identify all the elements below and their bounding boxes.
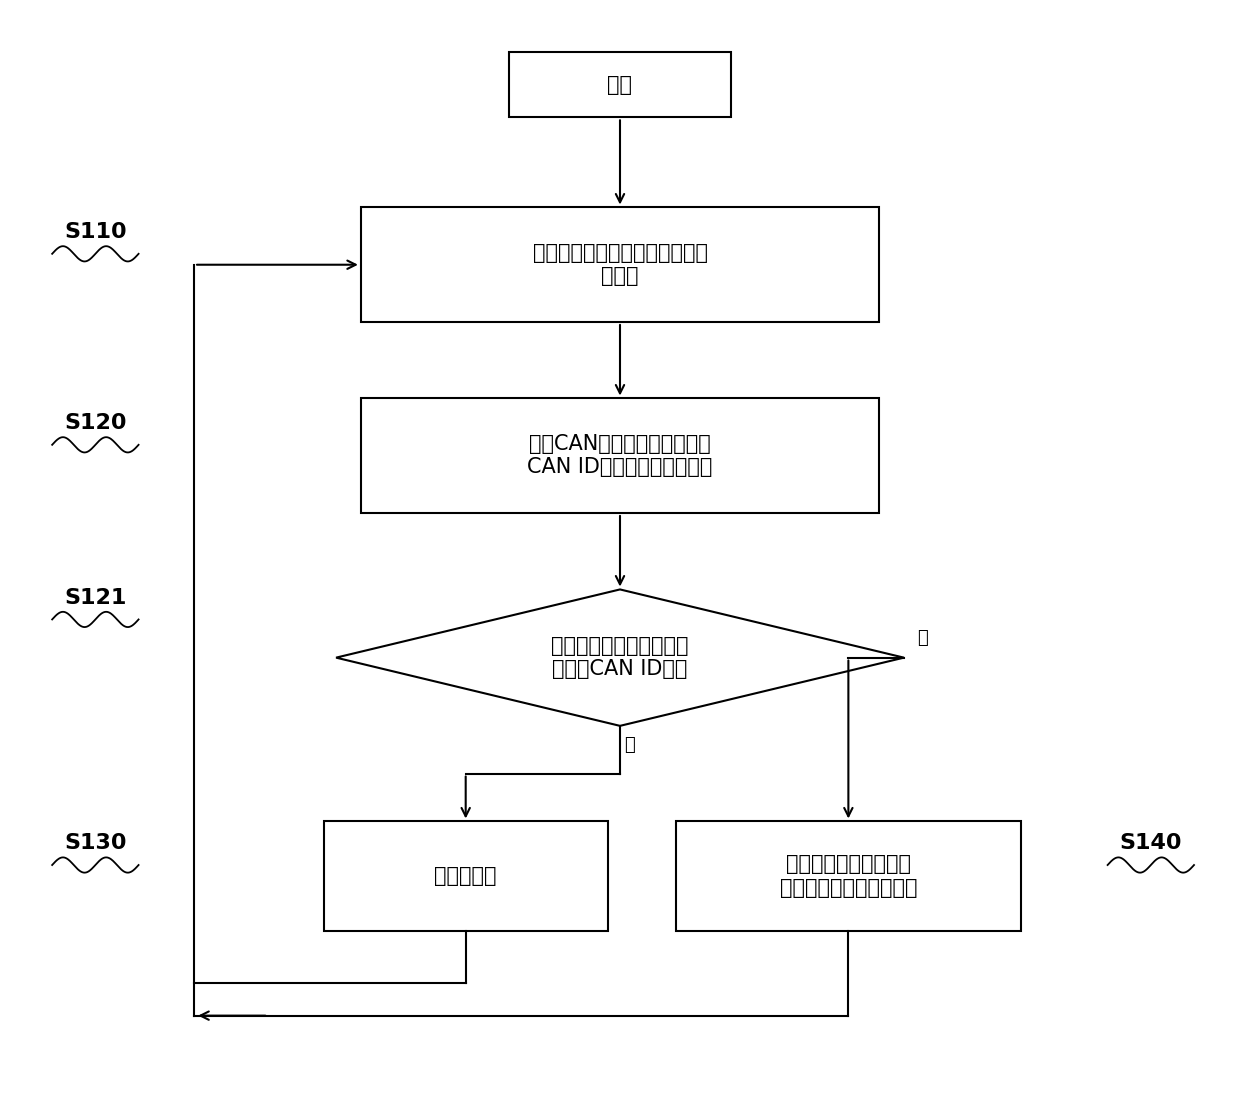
Text: S110: S110: [64, 222, 126, 242]
FancyBboxPatch shape: [508, 52, 732, 117]
Text: S121: S121: [64, 588, 126, 608]
Text: 开始: 开始: [608, 75, 632, 94]
Text: 否: 否: [625, 736, 635, 754]
FancyBboxPatch shape: [676, 822, 1022, 930]
Text: 获取外部设备变量名和外部设备
变量值: 获取外部设备变量名和外部设备 变量值: [532, 244, 708, 286]
Text: 组建数据帧: 组建数据帧: [434, 866, 497, 886]
Text: S120: S120: [64, 412, 126, 433]
Text: 是: 是: [918, 629, 928, 647]
FancyBboxPatch shape: [324, 822, 608, 930]
Text: 将外部设备变量值写入
前一周期组建的数据帧中: 将外部设备变量值写入 前一周期组建的数据帧中: [780, 855, 918, 897]
FancyBboxPatch shape: [361, 398, 879, 513]
Text: S130: S130: [64, 834, 126, 853]
Polygon shape: [336, 589, 904, 726]
Text: S140: S140: [1120, 834, 1182, 853]
FancyBboxPatch shape: [361, 207, 879, 323]
Text: 确定CAN数据信息组，并获取
CAN ID、数据位及数据长度: 确定CAN数据信息组，并获取 CAN ID、数据位及数据长度: [527, 434, 713, 477]
Text: 是否与前一周期组建的数
据帧的CAN ID相同: 是否与前一周期组建的数 据帧的CAN ID相同: [552, 636, 688, 679]
